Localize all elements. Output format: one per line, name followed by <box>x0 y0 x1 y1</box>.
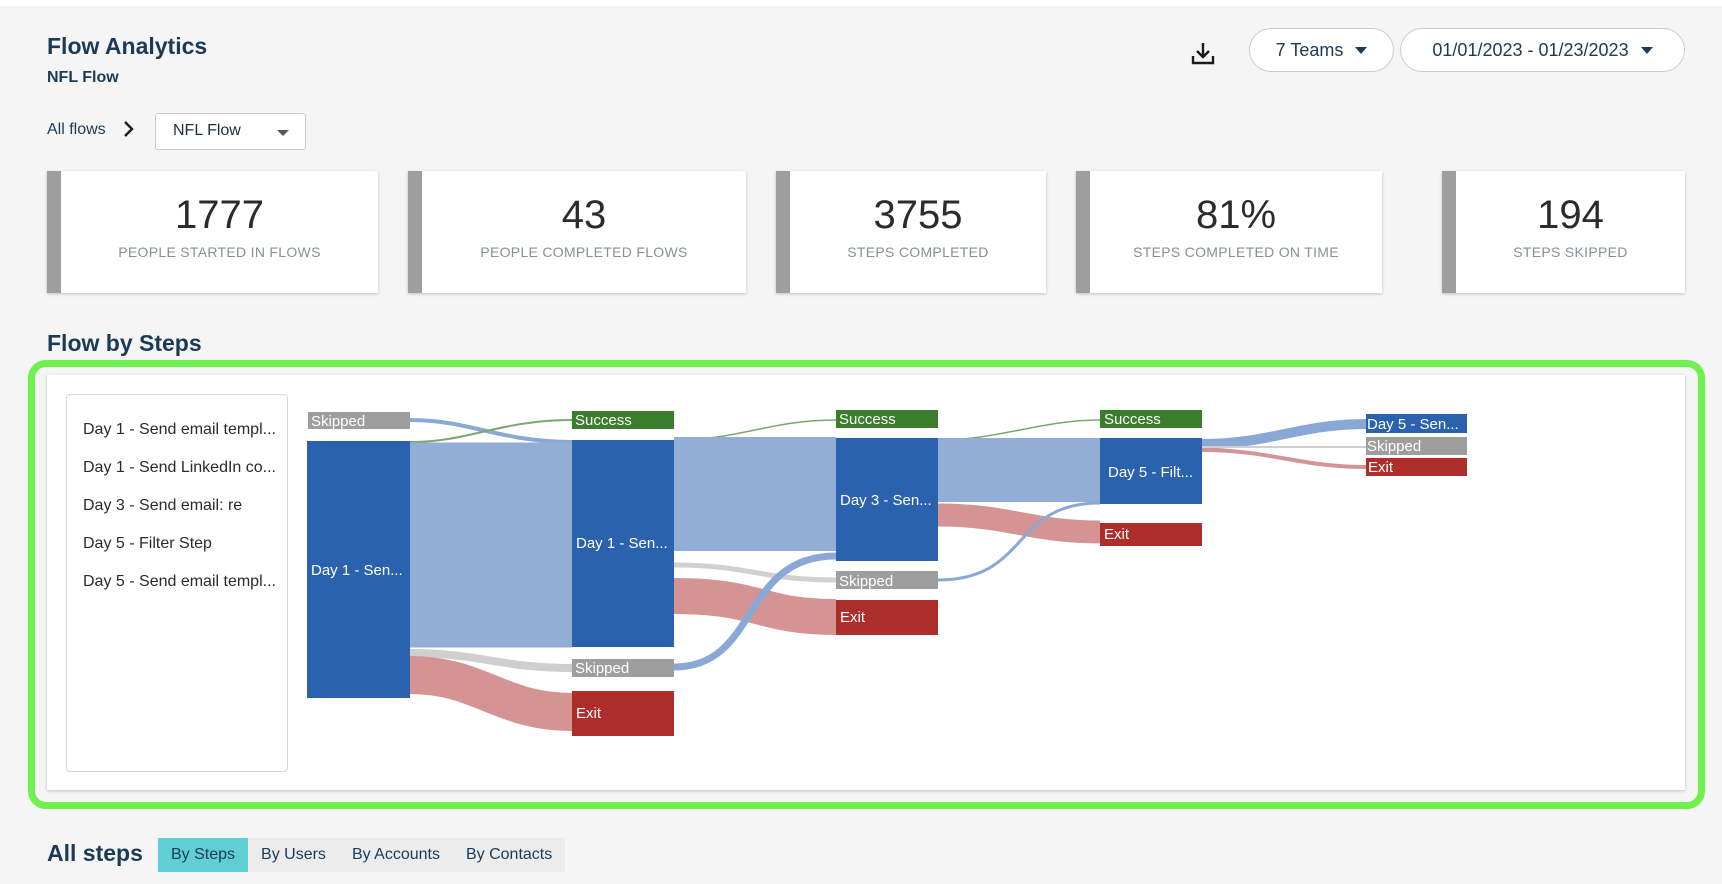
tab-by-accounts[interactable]: By Accounts <box>351 846 440 863</box>
node-label: Success <box>839 411 896 428</box>
flow-select[interactable]: NFL Flow <box>155 113 306 150</box>
node-label: Day 3 - Sen... <box>840 492 932 509</box>
sankey-node-skipped[interactable]: Skipped <box>1366 437 1467 455</box>
stat-card-steps-on-time: 81% STEPS COMPLETED ON TIME <box>1076 171 1382 293</box>
node-label: Success <box>575 412 632 429</box>
sankey-node-skipped[interactable]: Skipped <box>572 659 674 677</box>
sankey-link <box>1201 448 1367 469</box>
node-label: Skipped <box>311 413 365 430</box>
stat-value: 1777 <box>175 193 264 237</box>
stat-card-accent <box>47 171 61 293</box>
legend-item[interactable]: Day 5 - Send email templ... <box>83 573 276 590</box>
teams-dropdown[interactable]: 7 Teams <box>1249 28 1394 72</box>
sankey-link <box>937 503 1101 544</box>
sankey-node-day5-filter-step[interactable]: Day 5 - Filt... <box>1100 438 1202 504</box>
node-label: Exit <box>1104 526 1130 543</box>
sankey-node-day1-send-email[interactable]: Day 1 - Sen... <box>307 441 410 698</box>
sankey-node-success[interactable]: Success <box>1100 410 1202 428</box>
download-button[interactable] <box>1186 36 1220 70</box>
caret-down-icon <box>1355 46 1368 54</box>
sankey-links <box>409 418 1367 731</box>
stat-card-accent <box>1076 171 1090 293</box>
stat-label: STEPS SKIPPED <box>1513 244 1628 260</box>
stat-value: 3755 <box>873 193 963 237</box>
sankey-link <box>409 656 573 731</box>
node-label: Exit <box>1368 459 1394 476</box>
sankey-node-exit[interactable]: Exit <box>1100 523 1202 546</box>
sankey-node-skipped[interactable]: Skipped <box>308 412 410 430</box>
stat-value: 43 <box>561 193 607 237</box>
step-legend: Day 1 - Send email templ... Day 1 - Send… <box>66 394 288 772</box>
sankey-node-success[interactable]: Success <box>836 410 938 428</box>
sankey-node-day5-send-email[interactable]: Day 5 - Sen... <box>1366 414 1467 433</box>
sankey-link <box>937 501 1101 582</box>
page-subtitle: NFL Flow <box>47 69 119 86</box>
teams-dropdown-label: 7 Teams <box>1275 39 1344 60</box>
stat-card-accent <box>1442 171 1456 293</box>
stat-card-accent <box>776 171 790 293</box>
stat-label: PEOPLE COMPLETED FLOWS <box>480 244 688 260</box>
sankey-link <box>673 562 837 583</box>
sankey-node-exit[interactable]: Exit <box>1366 458 1467 476</box>
node-label: Exit <box>840 609 866 626</box>
node-label: Success <box>1104 411 1161 428</box>
sankey-link <box>673 578 837 635</box>
flow-select-value: NFL Flow <box>173 122 241 139</box>
highlight-frame <box>28 360 1705 809</box>
stat-card-steps-completed: 3755 STEPS COMPLETED <box>776 171 1046 293</box>
sankey-link <box>409 649 573 672</box>
node-label: Day 5 - Filt... <box>1108 464 1193 481</box>
legend-item[interactable]: Day 3 - Send email: re <box>83 497 243 514</box>
tab-by-users[interactable]: By Users <box>261 846 326 863</box>
node-label: Skipped <box>575 660 629 677</box>
tab-by-steps[interactable]: By Steps <box>158 838 249 872</box>
stat-label: PEOPLE STARTED IN FLOWS <box>118 244 321 260</box>
page-title: Flow Analytics <box>47 33 208 59</box>
top-strip <box>0 0 1722 6</box>
sankey-node-exit[interactable]: Exit <box>836 600 938 635</box>
sankey-link <box>409 419 573 443</box>
node-label: Day 1 - Sen... <box>576 535 668 552</box>
node-label: Skipped <box>839 573 893 590</box>
node-label: Skipped <box>1367 438 1421 455</box>
stat-label: STEPS COMPLETED <box>847 244 989 260</box>
stat-value: 81% <box>1195 193 1277 237</box>
node-label: Day 5 - Sen... <box>1367 416 1459 433</box>
sankey-node-day3-send-email[interactable]: Day 3 - Sen... <box>836 438 938 561</box>
tab-by-contacts[interactable]: By Contacts <box>465 846 553 863</box>
breadcrumb-all-flows-link[interactable]: All flows <box>47 121 106 138</box>
stat-label: STEPS COMPLETED ON TIME <box>1133 244 1339 260</box>
caret-down-icon <box>277 130 289 136</box>
all-steps-title: All steps <box>47 840 143 866</box>
sankey-link <box>673 552 837 671</box>
stat-card-people-completed: 43 PEOPLE COMPLETED FLOWS <box>408 171 746 293</box>
stat-card-steps-skipped: 194 STEPS SKIPPED <box>1442 171 1685 293</box>
caret-down-icon <box>1640 46 1653 54</box>
sankey-node-success[interactable]: Success <box>572 411 674 429</box>
date-range-dropdown[interactable]: 01/01/2023 - 01/23/2023 <box>1400 28 1685 72</box>
legend-item[interactable]: Day 1 - Send email templ... <box>83 421 276 438</box>
stat-value: 194 <box>1537 193 1604 237</box>
stat-card-accent <box>408 171 422 293</box>
flow-by-steps-title: Flow by Steps <box>47 330 202 356</box>
node-label: Day 1 - Sen... <box>311 562 403 579</box>
legend-item[interactable]: Day 5 - Filter Step <box>83 535 212 552</box>
sankey-node-exit[interactable]: Exit <box>572 691 674 736</box>
sankey-node-day1-send-linkedin[interactable]: Day 1 - Sen... <box>572 440 674 647</box>
chevron-right-icon <box>122 119 136 145</box>
download-icon <box>1191 43 1215 65</box>
node-label: Exit <box>576 705 602 722</box>
stat-card-people-started: 1777 PEOPLE STARTED IN FLOWS <box>47 171 378 293</box>
legend-item[interactable]: Day 1 - Send LinkedIn co... <box>83 459 276 476</box>
date-range-label: 01/01/2023 - 01/23/2023 <box>1432 39 1629 60</box>
sankey-link <box>1201 419 1367 449</box>
all-steps-tabs: By Steps By Users By Accounts By Contact… <box>158 838 566 872</box>
sankey-node-skipped[interactable]: Skipped <box>836 571 938 590</box>
